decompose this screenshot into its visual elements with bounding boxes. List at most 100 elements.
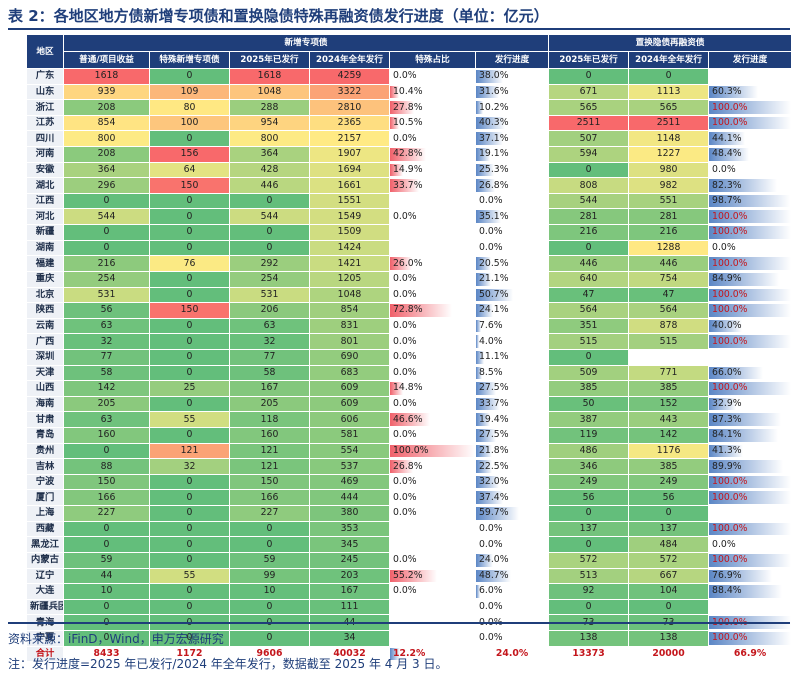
progress-bar-fill (709, 553, 791, 567)
header-col-5: 特殊占比 (389, 51, 476, 69)
cell-value: 24.0% (479, 554, 509, 566)
value-cell-c2: 80 (149, 99, 230, 116)
cell-value: 0.0% (393, 429, 417, 441)
value-cell-c4: 1694 (309, 161, 390, 179)
region-name-cell: 河北 (26, 208, 64, 226)
progress-bar-fill (709, 491, 791, 505)
cell-value: 0.0% (393, 398, 417, 410)
cell-value: 59.7% (479, 507, 509, 519)
value-cell-c3: 0 (229, 224, 310, 241)
table-row: 上海 227 0 227 380 0.0% 59.7% 0 0 (26, 505, 793, 522)
value-cell-c8: 565 (628, 99, 710, 116)
new-bond-progress-cell: 32.0% (474, 473, 550, 491)
value-cell-c7: 47 (548, 286, 630, 304)
value-cell-c4: 34 (309, 629, 390, 647)
value-cell-c2: 76 (149, 255, 230, 272)
new-bond-progress-cell: 0.0% (474, 520, 550, 538)
value-cell-c8: 1113 (628, 83, 710, 101)
value-cell-c8: 1176 (628, 442, 710, 460)
cell-value: 0.0% (479, 601, 503, 613)
progress-bar-fill (709, 257, 791, 270)
region-name-cell: 上海 (26, 505, 64, 522)
cell-value: 41.3% (712, 444, 742, 456)
special-share-cell: 42.8% (389, 146, 476, 163)
value-cell-c4: 167 (309, 583, 390, 600)
value-cell-c2: 150 (149, 302, 230, 319)
value-cell-c2: 0 (149, 520, 230, 538)
refi-progress-cell: 100.0% (708, 520, 793, 538)
refi-progress-cell: 100.0% (708, 489, 793, 507)
value-cell-c8: 771 (628, 364, 710, 382)
value-cell-c1: 8433 (63, 645, 150, 663)
special-share-cell: 100.0% (389, 442, 476, 460)
cell-value: 0.0% (393, 554, 417, 566)
progress-bar-fill (476, 163, 495, 177)
progress-bar-fill (709, 319, 742, 333)
cell-value: 26.8% (479, 179, 509, 191)
cell-value: 66.0% (712, 366, 742, 378)
new-bond-progress-cell: 59.7% (474, 505, 550, 522)
value-cell-c4: 353 (309, 520, 390, 538)
region-name-cell: 浙江 (26, 99, 64, 116)
value-cell-c7: 56 (548, 489, 630, 507)
value-cell-c1: 44 (63, 567, 150, 585)
value-cell-c2: 0 (149, 473, 230, 491)
special-share-cell: 10.4% (389, 83, 476, 101)
header-col-8: 2024年全年发行 (628, 51, 710, 69)
refi-progress-cell: 84.1% (708, 427, 793, 444)
value-cell-c2: 0 (149, 583, 230, 600)
cell-value: 40.3% (479, 117, 509, 129)
table-row: 海南 205 0 205 609 0.0% 33.7% 50 152 32.9% (26, 395, 793, 413)
cell-value: 27.5% (479, 382, 509, 394)
progress-bar-fill (709, 631, 791, 645)
value-cell-c1: 216 (63, 255, 150, 272)
progress-bar-fill (390, 413, 430, 427)
value-cell-c3: 205 (229, 395, 310, 413)
table-row: 河北 544 0 544 1549 0.0% 35.1% 281 281 100.0% (26, 208, 793, 226)
value-cell-c4: 469 (309, 473, 390, 491)
region-name-cell: 江西 (26, 192, 64, 210)
cell-value: 100.0% (712, 117, 748, 129)
progress-bar-fill (476, 148, 490, 161)
table-row: 天津 58 0 58 683 0.0% 8.5% 509 771 66.0% (26, 364, 793, 382)
progress-bar-fill (709, 366, 764, 380)
table-row: 辽宁 44 55 99 203 55.2% 48.7% 513 667 76.9% (26, 567, 793, 585)
value-cell-c7: 507 (548, 130, 630, 148)
value-cell-c4: 1549 (309, 208, 390, 226)
cell-value: 32.9% (712, 398, 742, 410)
new-bond-progress-cell: 26.8% (474, 177, 550, 194)
cell-value: 0.0% (393, 335, 417, 347)
value-cell-c4: 245 (309, 551, 390, 569)
cell-value: 44.1% (712, 132, 742, 144)
value-cell-c4: 683 (309, 364, 390, 382)
value-cell-c3: 32 (229, 333, 310, 350)
region-name-cell: 西藏 (26, 520, 64, 538)
special-share-cell: 0.0% (389, 473, 476, 491)
refi-progress-cell: 44.1% (708, 130, 793, 148)
cell-value: 7.6% (479, 320, 503, 332)
value-cell-c7: 0 (548, 598, 630, 616)
new-bond-progress-cell: 27.5% (474, 380, 550, 397)
progress-bar-fill (709, 288, 791, 302)
table-row: 陕西 56 150 206 854 72.8% 24.1% 564 564 100.0% (26, 302, 793, 319)
value-cell-c7: 808 (548, 177, 630, 194)
special-share-cell: 26.0% (389, 255, 476, 272)
value-cell-c8: 56 (628, 489, 710, 507)
progress-bar-fill (476, 335, 479, 348)
progress-bar-fill (476, 569, 512, 583)
cell-value: 0.0% (393, 366, 417, 378)
progress-bar-fill (709, 148, 749, 161)
value-cell-c2: 109 (149, 83, 230, 101)
special-share-cell (389, 224, 476, 241)
value-cell-c4: 203 (309, 567, 390, 585)
cell-value: 21.8% (479, 444, 509, 456)
value-cell-c4: 380 (309, 505, 390, 522)
cell-value: 98.7% (712, 195, 742, 207)
value-cell-c7: 446 (548, 255, 630, 272)
special-share-cell (389, 598, 476, 616)
value-cell-c8: 137 (628, 520, 710, 538)
value-cell-c3: 77 (229, 348, 310, 366)
value-cell-c1: 227 (63, 505, 150, 522)
value-cell-c7: 515 (548, 333, 630, 350)
